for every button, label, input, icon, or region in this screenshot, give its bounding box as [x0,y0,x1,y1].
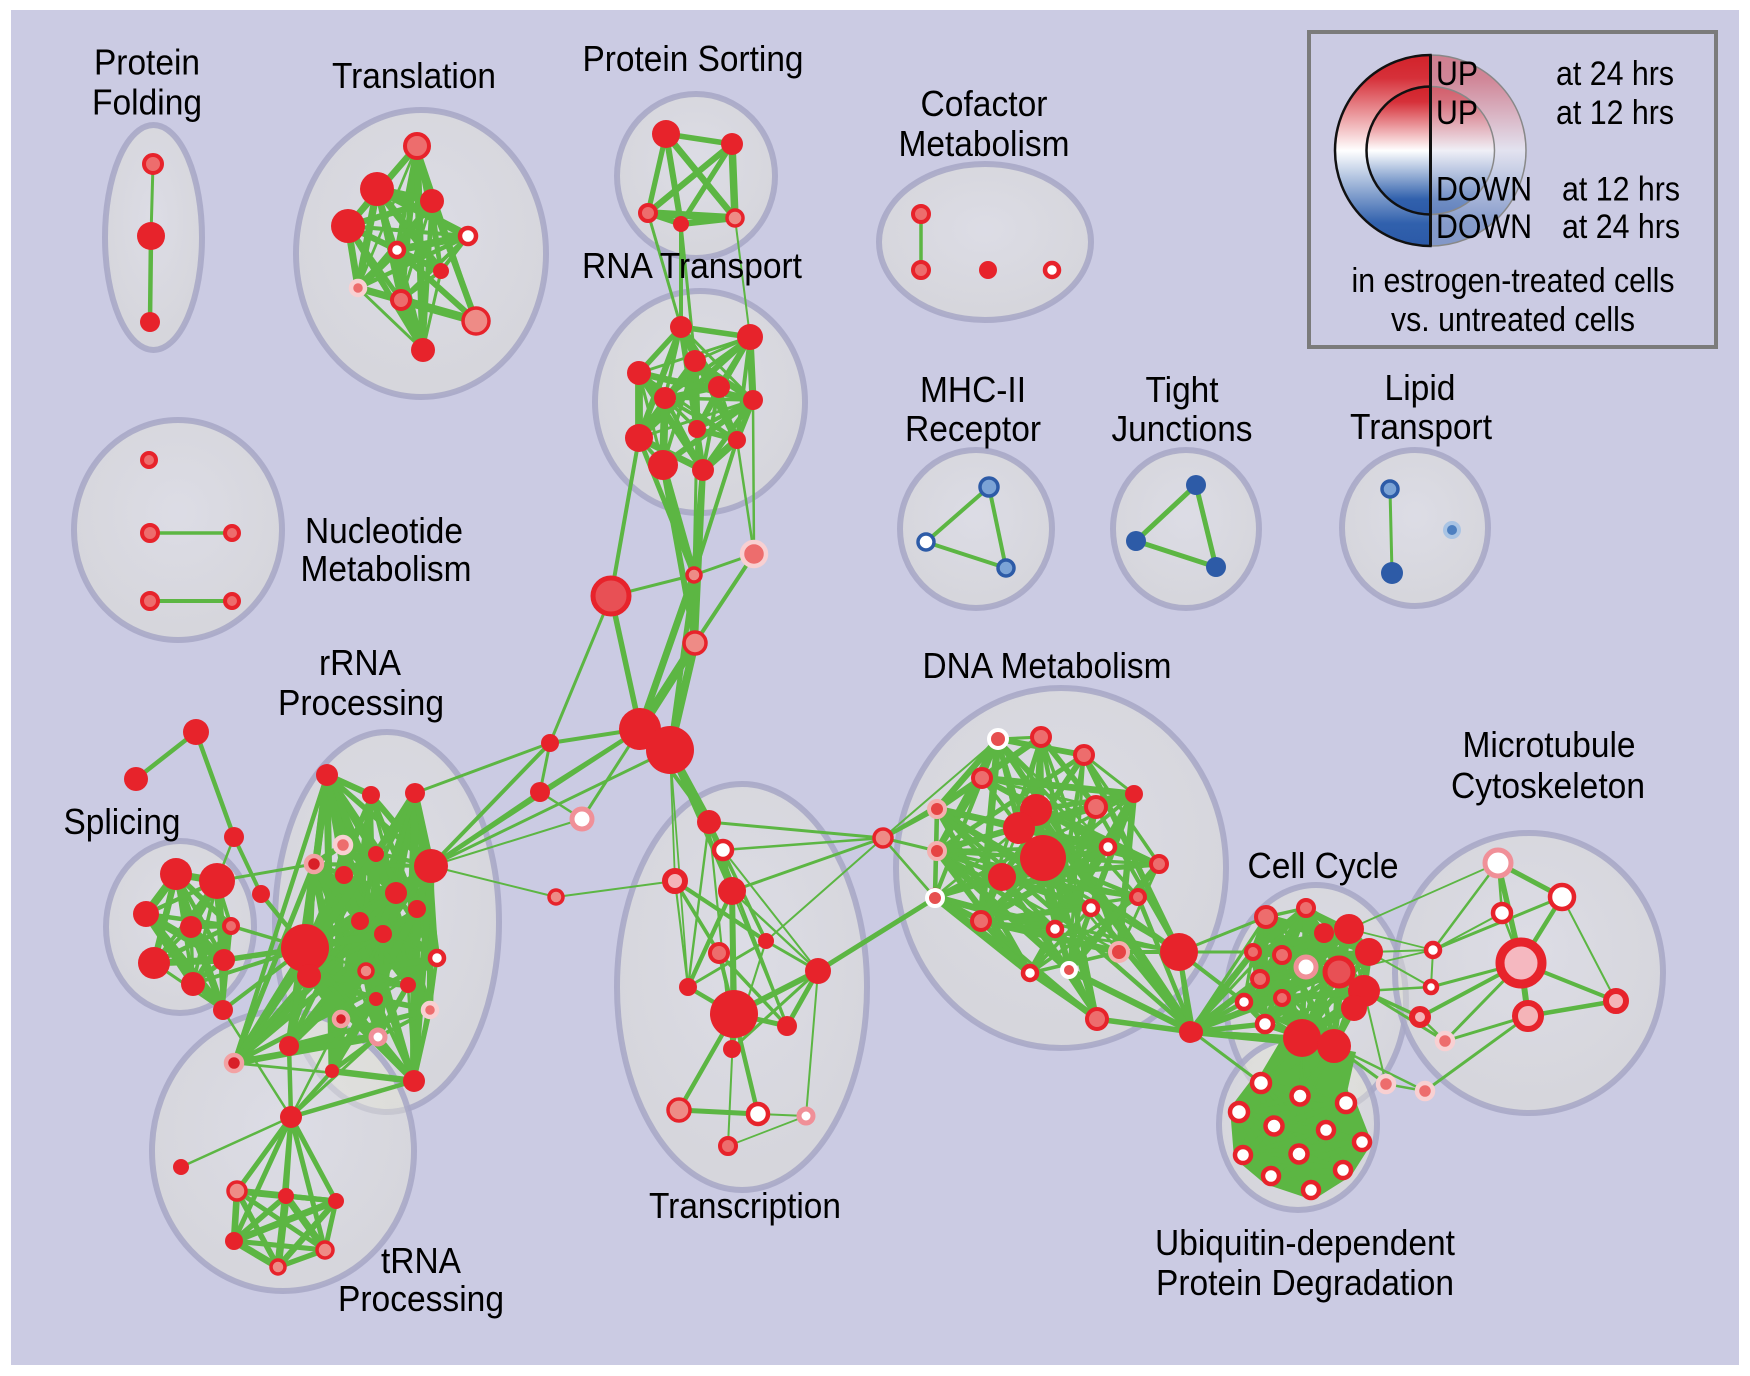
svg-text:Protein Sorting: Protein Sorting [583,38,804,79]
svg-text:Folding: Folding [92,82,202,123]
svg-text:Transport: Transport [1350,406,1492,447]
svg-text:Protein: Protein [94,42,200,83]
svg-text:Processing: Processing [338,1278,504,1319]
svg-text:Translation: Translation [332,55,496,96]
svg-text:Protein Degradation: Protein Degradation [1156,1262,1454,1303]
svg-text:Ubiquitin-dependent: Ubiquitin-dependent [1155,1222,1455,1263]
svg-text:Cofactor: Cofactor [921,83,1048,124]
svg-text:MHC-II: MHC-II [920,369,1026,410]
svg-text:at 12 hrs: at 12 hrs [1562,171,1680,209]
svg-text:Junctions: Junctions [1112,408,1253,449]
svg-text:RNA Transport: RNA Transport [582,245,802,286]
svg-text:at 24 hrs: at 24 hrs [1562,208,1680,246]
svg-text:Splicing: Splicing [64,801,181,842]
svg-text:in estrogen-treated cells: in estrogen-treated cells [1352,262,1675,300]
svg-text:at 24 hrs: at 24 hrs [1556,55,1674,93]
svg-text:Metabolism: Metabolism [899,123,1070,164]
svg-text:DOWN: DOWN [1436,171,1532,209]
svg-text:rRNA: rRNA [319,642,401,683]
svg-text:Receptor: Receptor [905,408,1041,449]
svg-text:UP: UP [1436,55,1478,93]
svg-text:Cell Cycle: Cell Cycle [1248,845,1399,886]
svg-text:Lipid: Lipid [1385,367,1456,408]
svg-text:UP: UP [1436,94,1478,132]
svg-text:Metabolism: Metabolism [301,548,472,589]
svg-text:DNA Metabolism: DNA Metabolism [923,645,1172,686]
svg-text:DOWN: DOWN [1436,208,1532,246]
svg-text:Microtubule: Microtubule [1463,724,1636,765]
svg-text:Processing: Processing [278,682,444,723]
svg-text:vs. untreated cells: vs. untreated cells [1391,301,1635,339]
svg-text:Nucleotide: Nucleotide [305,510,463,551]
svg-text:Transcription: Transcription [649,1185,841,1226]
svg-text:at 12 hrs: at 12 hrs [1556,94,1674,132]
svg-text:tRNA: tRNA [381,1240,461,1281]
svg-text:Tight: Tight [1146,369,1219,410]
svg-text:Cytoskeleton: Cytoskeleton [1451,765,1645,806]
